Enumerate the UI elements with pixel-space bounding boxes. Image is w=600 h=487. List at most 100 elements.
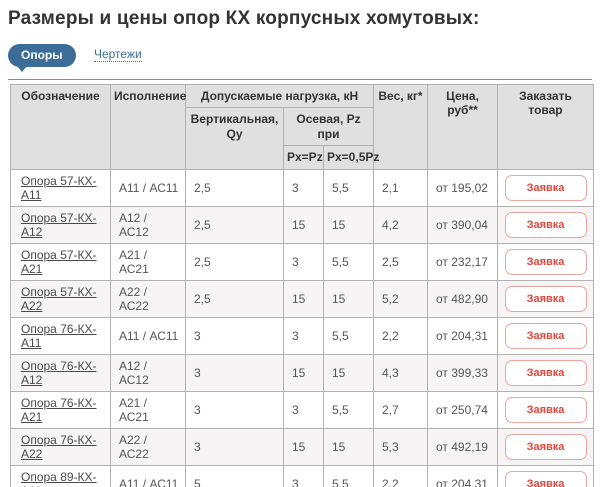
cell-px-05pz: 15	[323, 279, 374, 318]
cell-vertical-load: 3	[185, 353, 284, 392]
order-request-button[interactable]: Заявка	[504, 359, 587, 386]
cell-execution: А21 / АС21	[110, 242, 186, 281]
cell-weight: 2,1	[373, 168, 428, 207]
cell-order: Заявка	[497, 427, 594, 466]
support-link[interactable]: Опора 57-КХ-А12	[21, 210, 97, 239]
cell-px-pz: 3	[283, 242, 324, 281]
support-link[interactable]: Опора 57-КХ-А21	[21, 247, 97, 276]
header-designation: Обозначение	[10, 84, 111, 170]
cell-order: Заявка	[497, 242, 594, 281]
cell-execution: А12 / АС12	[110, 353, 186, 392]
table-row: Опора 76-КХ-А22 А22 / АС22 3 15 15 5,3 о…	[10, 427, 594, 466]
cell-designation: Опора 57-КХ-А22	[10, 279, 111, 318]
tab-supports[interactable]: Опоры	[8, 44, 76, 72]
cell-px-05pz: 5,5	[323, 242, 374, 281]
table-row: Опора 57-КХ-А22 А22 / АС22 2,5 15 15 5,2…	[10, 279, 594, 318]
support-link[interactable]: Опора 76-КХ-А11	[21, 321, 97, 350]
header-axial-group: Осевая, Pz при	[283, 107, 374, 147]
cell-vertical-load: 3	[185, 390, 284, 429]
cell-vertical-load: 5	[185, 464, 284, 487]
cell-vertical-load: 3	[185, 316, 284, 355]
table-row: Опора 76-КХ-А12 А12 / АС12 3 15 15 4,3 о…	[10, 353, 594, 392]
cell-execution: А11 / АС11	[110, 168, 186, 207]
table-header: Обозначение Исполнение Допускаемые нагру…	[10, 83, 594, 170]
cell-px-05pz: 5,5	[323, 316, 374, 355]
cell-execution: А22 / АС22	[110, 427, 186, 466]
cell-designation: Опора 57-КХ-А12	[10, 205, 111, 244]
header-load-group: Допускаемые нагрузка, кН	[185, 83, 374, 109]
cell-weight: 4,3	[373, 353, 428, 392]
tab-drawings-link[interactable]: Чертежи	[93, 47, 142, 63]
order-request-button[interactable]: Заявка	[504, 470, 587, 487]
cell-price: от 399,33	[427, 353, 498, 392]
cell-order: Заявка	[497, 279, 594, 318]
cell-px-pz: 15	[283, 205, 324, 244]
header-vertical-load: Вертикальная, Qy	[185, 107, 284, 170]
support-link[interactable]: Опора 76-КХ-А12	[21, 358, 97, 387]
cell-px-05pz: 15	[323, 427, 374, 466]
header-px-05pz: Px=0,5Pz	[323, 145, 379, 170]
cell-designation: Опора 76-КХ-А21	[10, 390, 111, 429]
cell-designation: Опора 76-КХ-А22	[10, 427, 111, 466]
cell-designation: Опора 76-КХ-А11	[10, 316, 111, 355]
cell-price: от 482,90	[427, 279, 498, 318]
cell-price: от 195,02	[427, 168, 498, 207]
order-request-button[interactable]: Заявка	[504, 174, 587, 201]
cell-weight: 2,2	[373, 464, 428, 487]
order-request-button[interactable]: Заявка	[504, 211, 587, 238]
cell-designation: Опора 57-КХ-А11	[10, 168, 111, 207]
cell-px-05pz: 15	[323, 205, 374, 244]
cell-price: от 250,74	[427, 390, 498, 429]
cell-px-pz: 3	[283, 390, 324, 429]
cell-weight: 5,2	[373, 279, 428, 318]
cell-vertical-load: 2,5	[185, 242, 284, 281]
support-link[interactable]: Опора 76-КХ-А22	[21, 432, 97, 461]
support-link[interactable]: Опора 76-КХ-А21	[21, 395, 97, 424]
cell-designation: Опора 89-КХ-А11	[10, 464, 111, 487]
table-body: Опора 57-КХ-А11 А11 / АС11 2,5 3 5,5 2,1…	[10, 168, 594, 487]
cell-price: от 492,19	[427, 427, 498, 466]
support-link[interactable]: Опора 57-КХ-А11	[21, 173, 97, 202]
cell-px-05pz: 5,5	[323, 168, 374, 207]
cell-order: Заявка	[497, 390, 594, 429]
cell-weight: 2,2	[373, 316, 428, 355]
support-link[interactable]: Опора 57-КХ-А22	[21, 284, 97, 313]
order-request-button[interactable]: Заявка	[504, 322, 587, 349]
cell-px-pz: 15	[283, 427, 324, 466]
cell-px-pz: 15	[283, 353, 324, 392]
cell-weight: 2,5	[373, 242, 428, 281]
cell-designation: Опора 57-КХ-А21	[10, 242, 111, 281]
cell-execution: А21 / АС21	[110, 390, 186, 429]
cell-designation: Опора 76-КХ-А12	[10, 353, 111, 392]
header-order: Заказать товар	[497, 84, 594, 170]
table-row: Опора 57-КХ-А21 А21 / АС21 2,5 3 5,5 2,5…	[10, 242, 594, 281]
cell-order: Заявка	[497, 168, 594, 207]
table-row: Опора 76-КХ-А21 А21 / АС21 3 3 5,5 2,7 о…	[10, 390, 594, 429]
order-request-button[interactable]: Заявка	[504, 285, 587, 312]
cell-vertical-load: 3	[185, 427, 284, 466]
cell-px-05pz: 15	[323, 353, 374, 392]
price-table: Обозначение Исполнение Допускаемые нагру…	[10, 83, 594, 487]
cell-order: Заявка	[497, 205, 594, 244]
cell-px-pz: 15	[283, 279, 324, 318]
tab-supports-label: Опоры	[21, 48, 63, 62]
table-row: Опора 76-КХ-А11 А11 / АС11 3 3 5,5 2,2 о…	[10, 316, 594, 355]
support-link[interactable]: Опора 89-КХ-А11	[21, 469, 97, 487]
table-row: Опора 89-КХ-А11 А11 / АС11 5 3 5,5 2,2 о…	[10, 464, 594, 487]
cell-weight: 2,7	[373, 390, 428, 429]
cell-price: от 390,04	[427, 205, 498, 244]
header-price: Цена, руб**	[427, 84, 498, 170]
cell-order: Заявка	[497, 464, 594, 487]
header-execution: Исполнение	[110, 84, 186, 170]
cell-weight: 4,2	[373, 205, 428, 244]
cell-weight: 5,3	[373, 427, 428, 466]
table-row: Опора 57-КХ-А11 А11 / АС11 2,5 3 5,5 2,1…	[10, 168, 594, 207]
cell-px-pz: 3	[283, 168, 324, 207]
cell-px-05pz: 5,5	[323, 390, 374, 429]
table-row: Опора 57-КХ-А12 А12 / АС12 2,5 15 15 4,2…	[10, 205, 594, 244]
order-request-button[interactable]: Заявка	[504, 433, 587, 460]
order-request-button[interactable]: Заявка	[504, 396, 587, 423]
cell-execution: А22 / АС22	[110, 279, 186, 318]
tab-bar: Опоры Чертежи	[8, 44, 592, 80]
order-request-button[interactable]: Заявка	[504, 248, 587, 275]
